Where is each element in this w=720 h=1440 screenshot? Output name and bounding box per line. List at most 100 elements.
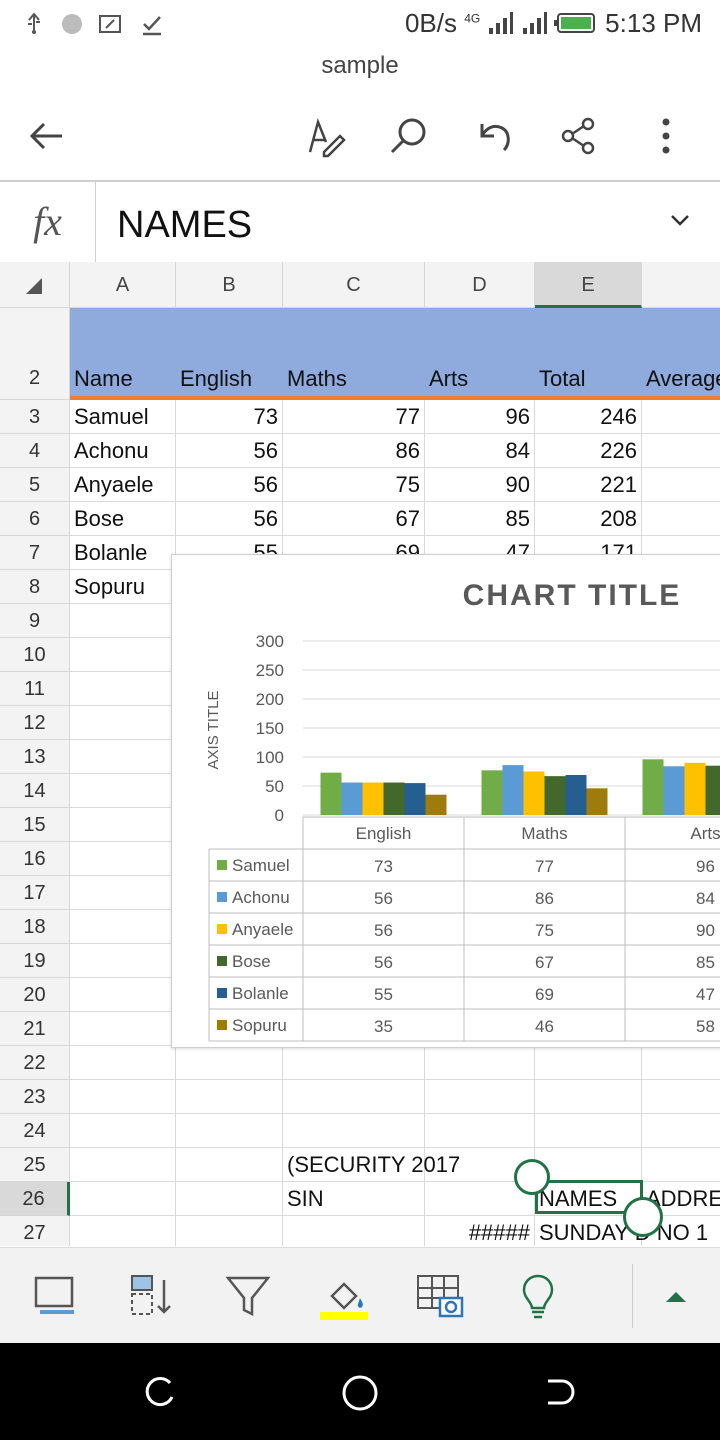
grid-cell[interactable] bbox=[70, 876, 176, 910]
row-header[interactable]: 14 bbox=[0, 774, 70, 808]
grid-cell[interactable] bbox=[642, 1114, 720, 1148]
grid-cell[interactable] bbox=[70, 740, 176, 774]
selection-handle-end[interactable] bbox=[623, 1197, 663, 1237]
select-all-corner[interactable] bbox=[0, 262, 70, 308]
header-cell-english[interactable]: English bbox=[180, 366, 253, 391]
grid-cell[interactable]: SIN bbox=[283, 1182, 425, 1216]
grid-cell[interactable] bbox=[283, 1114, 425, 1148]
grid-cell[interactable]: 208 bbox=[535, 502, 642, 536]
grid-cell[interactable]: Samuel bbox=[70, 400, 176, 434]
grid-cell[interactable] bbox=[535, 1080, 642, 1114]
grid-cell[interactable]: 56 bbox=[176, 502, 283, 536]
header-cell-name[interactable]: Name bbox=[74, 366, 133, 391]
grid-cell[interactable] bbox=[425, 1080, 535, 1114]
row-header[interactable]: 17 bbox=[0, 876, 70, 910]
column-header-f[interactable] bbox=[642, 262, 720, 308]
column-header-a[interactable]: A bbox=[70, 262, 176, 308]
search-icon[interactable] bbox=[384, 112, 432, 160]
home-icon[interactable] bbox=[340, 1373, 380, 1413]
grid-cell[interactable] bbox=[176, 1216, 283, 1246]
grid-cell[interactable]: 90 bbox=[425, 468, 535, 502]
grid-cell[interactable] bbox=[425, 1046, 535, 1080]
grid-cell[interactable] bbox=[70, 978, 176, 1012]
grid-cell[interactable] bbox=[70, 1182, 176, 1216]
row-header[interactable]: 4 bbox=[0, 434, 70, 468]
column-header-d[interactable]: D bbox=[425, 262, 535, 308]
header-cell-total[interactable]: Total bbox=[539, 366, 586, 391]
header-cell-maths[interactable]: Maths bbox=[287, 366, 347, 391]
row-header[interactable]: 11 bbox=[0, 672, 70, 706]
grid-cell[interactable] bbox=[283, 1046, 425, 1080]
grid-cell[interactable]: 221 bbox=[535, 468, 642, 502]
slide-icon[interactable] bbox=[32, 1272, 80, 1320]
grid-cell[interactable]: 75 bbox=[283, 468, 425, 502]
grid-cell[interactable]: 56 bbox=[176, 434, 283, 468]
grid-cell[interactable] bbox=[70, 672, 176, 706]
sort-icon[interactable] bbox=[128, 1272, 176, 1320]
grid-cell[interactable]: Achonu bbox=[70, 434, 176, 468]
grid-cell[interactable]: 84 bbox=[425, 434, 535, 468]
back-icon[interactable] bbox=[540, 1375, 576, 1411]
grid-cell[interactable] bbox=[70, 1216, 176, 1246]
grid-cell[interactable] bbox=[642, 468, 720, 502]
row-header[interactable]: 20 bbox=[0, 978, 70, 1012]
row-header[interactable]: 15 bbox=[0, 808, 70, 842]
share-icon[interactable] bbox=[554, 112, 602, 160]
row-header[interactable]: 13 bbox=[0, 740, 70, 774]
grid-cell[interactable] bbox=[70, 638, 176, 672]
grid-cell[interactable] bbox=[535, 1148, 642, 1182]
row-header[interactable]: 5 bbox=[0, 468, 70, 502]
grid-cell[interactable] bbox=[70, 1080, 176, 1114]
grid-cell[interactable] bbox=[535, 1114, 642, 1148]
column-header-e[interactable]: E bbox=[535, 262, 642, 308]
grid-cell[interactable] bbox=[176, 1148, 283, 1182]
grid-cell[interactable]: Sopuru bbox=[70, 570, 176, 604]
row-header[interactable]: 24 bbox=[0, 1114, 70, 1148]
grid-cell[interactable]: Bose bbox=[70, 502, 176, 536]
grid-cell[interactable] bbox=[425, 1114, 535, 1148]
row-header[interactable]: 21 bbox=[0, 1012, 70, 1046]
grid-cell[interactable] bbox=[642, 1080, 720, 1114]
back-arrow-icon[interactable] bbox=[22, 112, 70, 160]
row-header[interactable]: 27 bbox=[0, 1216, 70, 1246]
row-header[interactable]: 18 bbox=[0, 910, 70, 944]
grid-cell[interactable]: 85 bbox=[425, 502, 535, 536]
row-header[interactable]: 8 bbox=[0, 570, 70, 604]
grid-cell[interactable] bbox=[70, 706, 176, 740]
grid-cell[interactable] bbox=[283, 1080, 425, 1114]
grid-cell[interactable] bbox=[70, 1046, 176, 1080]
grid-cell[interactable] bbox=[70, 1148, 176, 1182]
selection-handle-start[interactable] bbox=[514, 1159, 550, 1195]
grid-cell[interactable]: (SECURITY 2017 bbox=[283, 1148, 460, 1182]
row-header[interactable]: 19 bbox=[0, 944, 70, 978]
row-header[interactable]: 10 bbox=[0, 638, 70, 672]
more-vert-icon[interactable] bbox=[642, 112, 690, 160]
row-header[interactable]: 12 bbox=[0, 706, 70, 740]
grid-cell[interactable]: Bolanle bbox=[70, 536, 176, 570]
grid-cell[interactable] bbox=[176, 1080, 283, 1114]
row-header[interactable]: 3 bbox=[0, 400, 70, 434]
column-header-b[interactable]: B bbox=[176, 262, 283, 308]
row-header[interactable]: 25 bbox=[0, 1148, 70, 1182]
grid-cell[interactable] bbox=[176, 1046, 283, 1080]
undo-icon[interactable] bbox=[468, 112, 516, 160]
row-header[interactable]: 22 bbox=[0, 1046, 70, 1080]
column-header-c[interactable]: C bbox=[283, 262, 425, 308]
grid-cell[interactable]: 73 bbox=[176, 400, 283, 434]
grid-cell[interactable] bbox=[70, 1012, 176, 1046]
lightbulb-icon[interactable] bbox=[514, 1272, 562, 1320]
grid-cell[interactable] bbox=[176, 1182, 283, 1216]
row-header[interactable]: 6 bbox=[0, 502, 70, 536]
recent-apps-icon[interactable] bbox=[142, 1375, 178, 1411]
formula-input[interactable]: NAMES bbox=[117, 204, 253, 246]
filter-icon[interactable] bbox=[224, 1272, 272, 1320]
grid-cell[interactable]: 77 bbox=[283, 400, 425, 434]
grid-cell[interactable] bbox=[70, 944, 176, 978]
grid-cell[interactable] bbox=[70, 910, 176, 944]
grid-cell[interactable] bbox=[176, 1114, 283, 1148]
chart[interactable]: CHART TITLE AXIS TITLE 300 250 200 150 100 50 0 E… bbox=[171, 554, 720, 1048]
header-cell-average[interactable]: Average bbox=[646, 366, 720, 391]
grid-cell[interactable] bbox=[642, 502, 720, 536]
grid-cell[interactable] bbox=[70, 842, 176, 876]
row-header-2[interactable]: 2 bbox=[0, 308, 70, 400]
